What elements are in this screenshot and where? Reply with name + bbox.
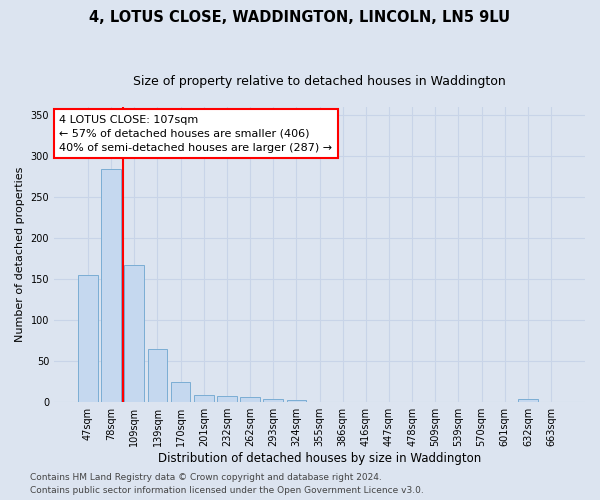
Bar bbox=[217, 396, 237, 402]
Bar bbox=[101, 168, 121, 402]
Bar bbox=[194, 395, 214, 402]
Text: 4, LOTUS CLOSE, WADDINGTON, LINCOLN, LN5 9LU: 4, LOTUS CLOSE, WADDINGTON, LINCOLN, LN5… bbox=[89, 10, 511, 25]
Bar bbox=[78, 275, 98, 402]
Text: 4 LOTUS CLOSE: 107sqm
← 57% of detached houses are smaller (406)
40% of semi-det: 4 LOTUS CLOSE: 107sqm ← 57% of detached … bbox=[59, 114, 332, 152]
Bar bbox=[124, 264, 144, 402]
Bar bbox=[287, 400, 306, 402]
Bar bbox=[518, 399, 538, 402]
X-axis label: Distribution of detached houses by size in Waddington: Distribution of detached houses by size … bbox=[158, 452, 481, 465]
Bar bbox=[148, 349, 167, 402]
Bar bbox=[240, 398, 260, 402]
Text: Contains HM Land Registry data © Crown copyright and database right 2024.
Contai: Contains HM Land Registry data © Crown c… bbox=[30, 474, 424, 495]
Y-axis label: Number of detached properties: Number of detached properties bbox=[15, 167, 25, 342]
Title: Size of property relative to detached houses in Waddington: Size of property relative to detached ho… bbox=[133, 75, 506, 88]
Bar bbox=[171, 382, 190, 402]
Bar bbox=[263, 399, 283, 402]
